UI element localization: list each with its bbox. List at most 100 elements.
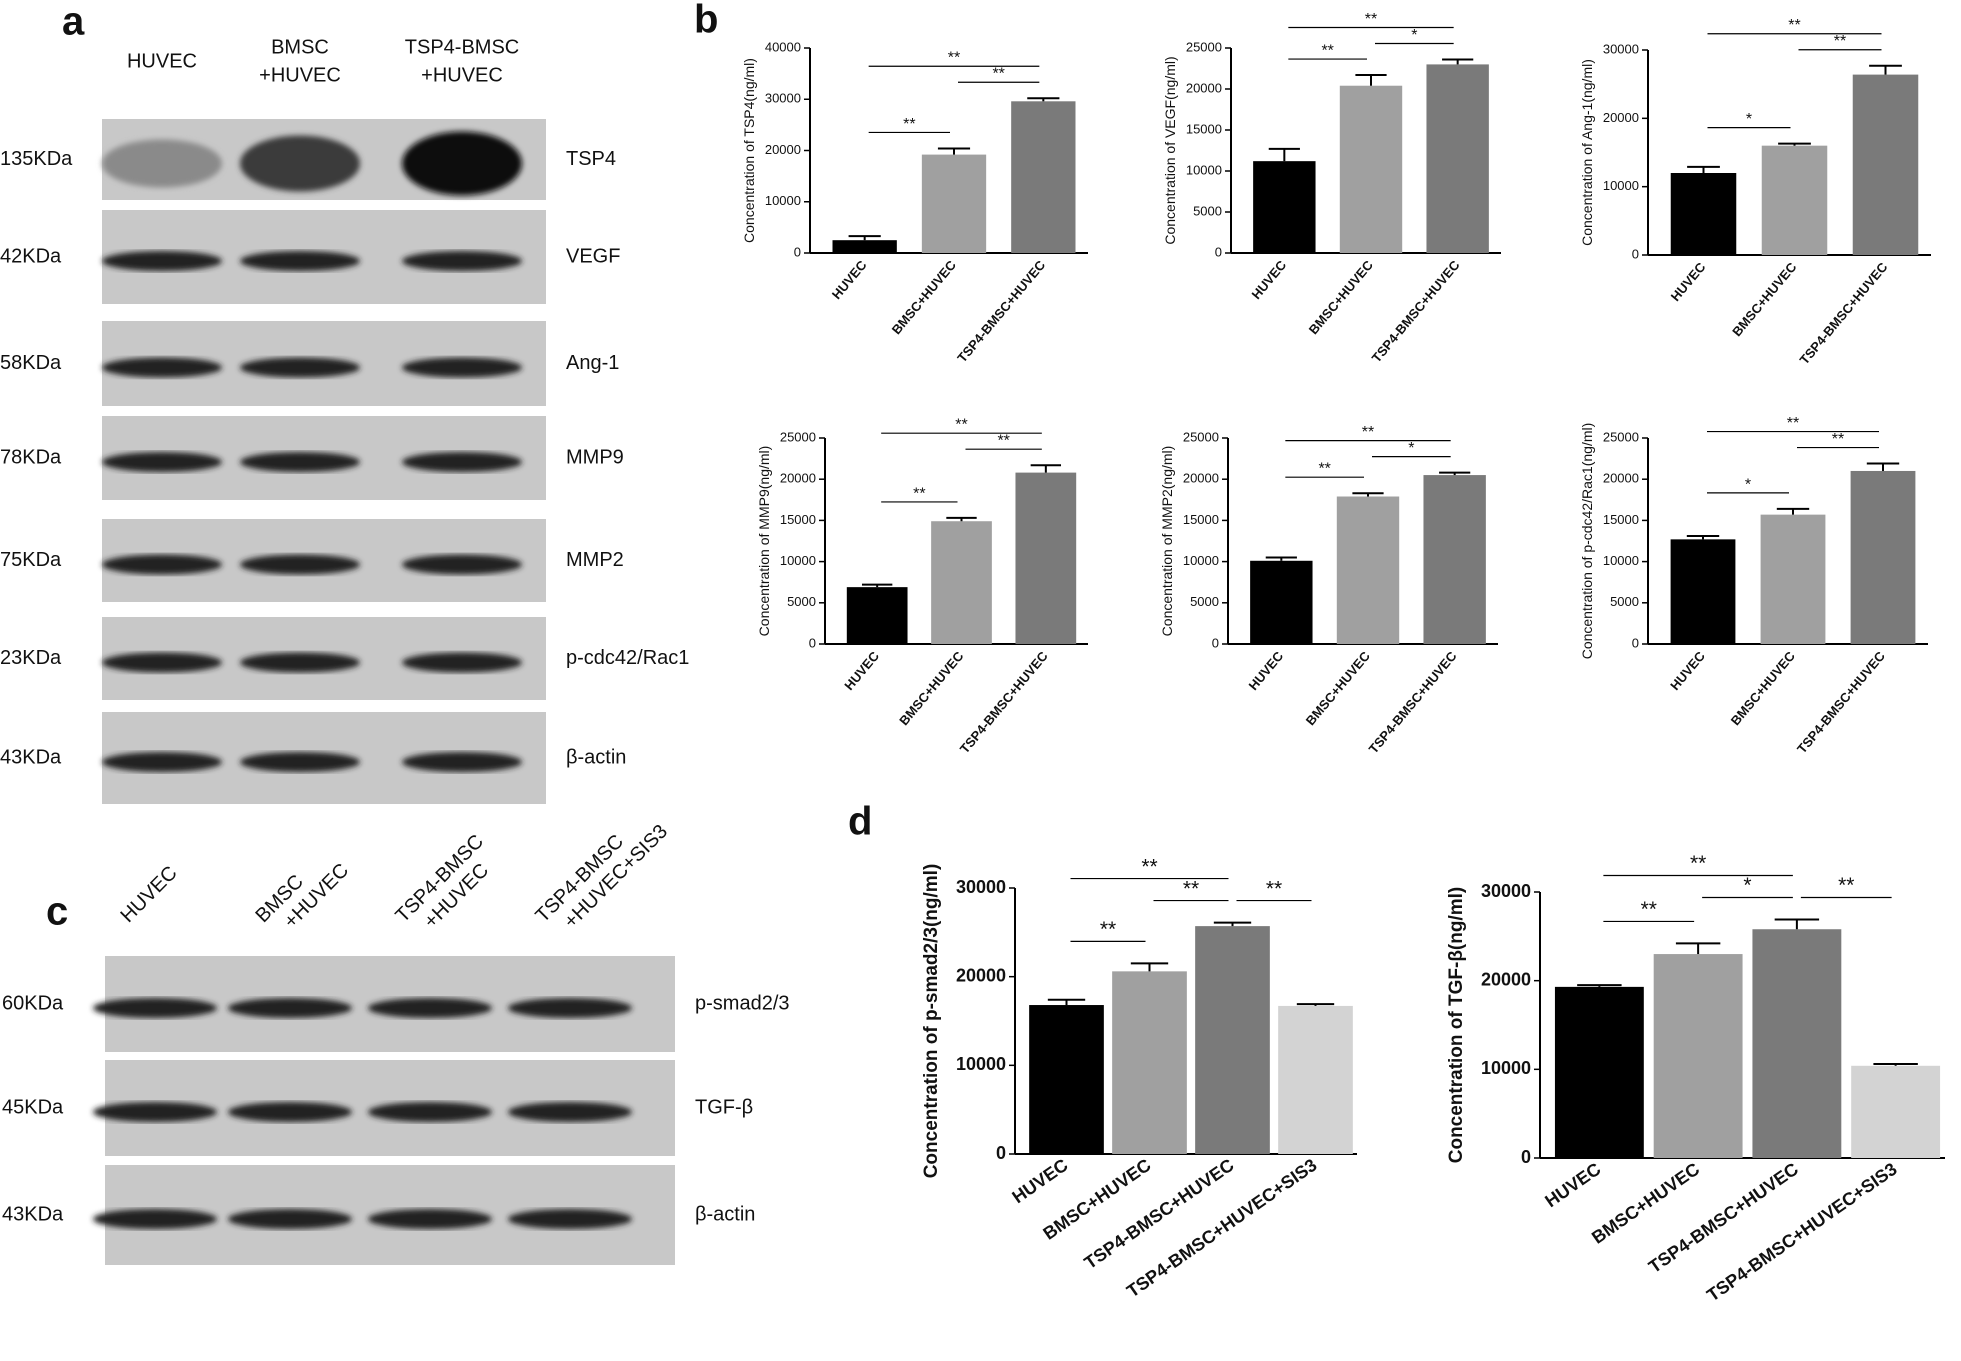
lane-label: TSP4-BMSC+HUVEC — [392, 831, 505, 944]
blot-band — [402, 752, 522, 772]
y-axis-label: Concentration of Ang-1(ng/ml) — [1579, 59, 1595, 246]
x-tick-label: HUVEC — [1246, 648, 1287, 693]
blot-band — [102, 752, 222, 772]
lane-label: TSP4-BMSC — [405, 36, 519, 58]
blot-band — [402, 251, 522, 271]
bar — [846, 587, 908, 644]
blot-band — [102, 139, 222, 188]
error-bar — [1776, 507, 1810, 515]
error-bar — [946, 516, 977, 522]
kda-label: 42KDa — [0, 245, 62, 267]
error-bar — [1687, 165, 1720, 173]
x-tick-label: TSP4-BMSC+HUVEC — [1794, 648, 1888, 756]
blot-band — [228, 1102, 352, 1122]
bar — [1250, 560, 1313, 644]
error-bar — [1577, 984, 1622, 987]
x-tick-label: TSP4-BMSC+HUVEC — [957, 648, 1051, 756]
x-tick-label: HUVEC — [1668, 259, 1709, 304]
y-tick-label: 0 — [1632, 635, 1639, 650]
kda-label: 43KDa — [0, 746, 62, 768]
blot-band — [228, 1209, 352, 1229]
bar — [1850, 470, 1916, 644]
bar — [1112, 971, 1187, 1154]
sig-label: ** — [1834, 33, 1846, 50]
sig-label: ** — [992, 66, 1004, 83]
panel-label: c — [46, 890, 68, 934]
y-tick-label: 25000 — [1603, 429, 1639, 444]
error-bar — [1686, 535, 1720, 540]
x-tick-label: TSP4-BMSC+HUVEC+SIS3 — [1703, 1159, 1900, 1306]
error-bar — [1869, 64, 1902, 75]
error-bar — [1027, 97, 1060, 102]
kda-label: 43KDa — [2, 1203, 64, 1225]
bar — [1554, 986, 1644, 1158]
sig-label: ** — [1690, 852, 1706, 875]
lane-label: BMSC+HUVEC — [252, 843, 354, 945]
y-tick-label: 20000 — [1603, 110, 1639, 125]
x-tick-label: BMSC+HUVEC — [896, 648, 967, 728]
x-tick-label: HUVEC — [841, 648, 882, 693]
y-tick-label: 10000 — [956, 1054, 1006, 1074]
sig-label: ** — [1321, 42, 1333, 59]
y-tick-label: 10000 — [1603, 553, 1639, 568]
blot-band — [240, 652, 360, 673]
bar — [1760, 514, 1826, 644]
error-bar — [1352, 492, 1384, 497]
x-tick-label: HUVEC — [1541, 1159, 1604, 1212]
bar — [1339, 85, 1403, 253]
blot-band — [508, 1209, 632, 1229]
bar — [1852, 74, 1919, 255]
y-tick-label: 15000 — [780, 512, 816, 527]
y-tick-label: 0 — [1215, 244, 1222, 259]
blot-band — [240, 452, 360, 472]
y-tick-label: 10000 — [1186, 162, 1222, 177]
sig-label: ** — [955, 417, 967, 434]
error-bar — [1130, 962, 1169, 972]
bar — [1195, 926, 1270, 1154]
error-bar — [1778, 142, 1811, 146]
x-tick-label: TSP4-BMSC+HUVEC — [1081, 1155, 1238, 1273]
y-tick-label: 5000 — [787, 594, 816, 609]
x-tick-label: HUVEC — [1249, 257, 1290, 302]
bar — [1670, 173, 1737, 255]
error-bar — [1265, 556, 1297, 561]
x-tick-label: HUVEC — [1008, 1155, 1071, 1208]
blot-band — [102, 652, 222, 673]
bar — [832, 240, 897, 253]
bar — [931, 521, 992, 644]
y-tick-label: 20000 — [956, 965, 1006, 985]
y-axis-label: Concentration of p-cdc42/Rac1(ng/ml) — [1579, 423, 1595, 660]
kda-label: 60KDa — [2, 992, 64, 1014]
sig-label: ** — [903, 116, 915, 133]
blot-band — [368, 1209, 492, 1229]
y-tick-label: 0 — [1632, 246, 1639, 261]
blot-band — [402, 452, 522, 472]
sig-label: ** — [1318, 461, 1330, 478]
sig-label: ** — [1141, 855, 1157, 878]
x-tick-label: TSP4-BMSC+HUVEC — [954, 257, 1048, 365]
sig-label: ** — [913, 485, 925, 502]
bar — [1253, 161, 1316, 253]
y-tick-label: 10000 — [1183, 553, 1219, 568]
blot-band — [93, 1209, 217, 1229]
blot-band — [240, 357, 360, 378]
blot-band — [102, 251, 222, 271]
blot-band — [402, 131, 522, 196]
sig-label: * — [1408, 440, 1414, 457]
kda-label: 75KDa — [0, 549, 62, 571]
x-tick-label: BMSC+HUVEC — [1729, 259, 1800, 339]
blot-band — [402, 357, 522, 378]
sig-label: * — [1411, 27, 1417, 44]
x-tick-label: BMSC+HUVEC — [1303, 648, 1374, 728]
protein-label: TGF-β — [695, 1096, 753, 1118]
y-axis-label: Concentration of TGF-β(ng/ml) — [1446, 887, 1467, 1164]
y-tick-label: 0 — [1521, 1147, 1531, 1167]
error-bar — [1030, 464, 1062, 473]
y-tick-label: 5000 — [1610, 594, 1639, 609]
blot-band — [240, 135, 360, 192]
sig-label: ** — [1832, 431, 1844, 448]
blot-band — [368, 998, 492, 1018]
y-tick-label: 20000 — [765, 142, 801, 157]
blot-band — [240, 251, 360, 271]
y-tick-label: 0 — [1212, 635, 1219, 650]
